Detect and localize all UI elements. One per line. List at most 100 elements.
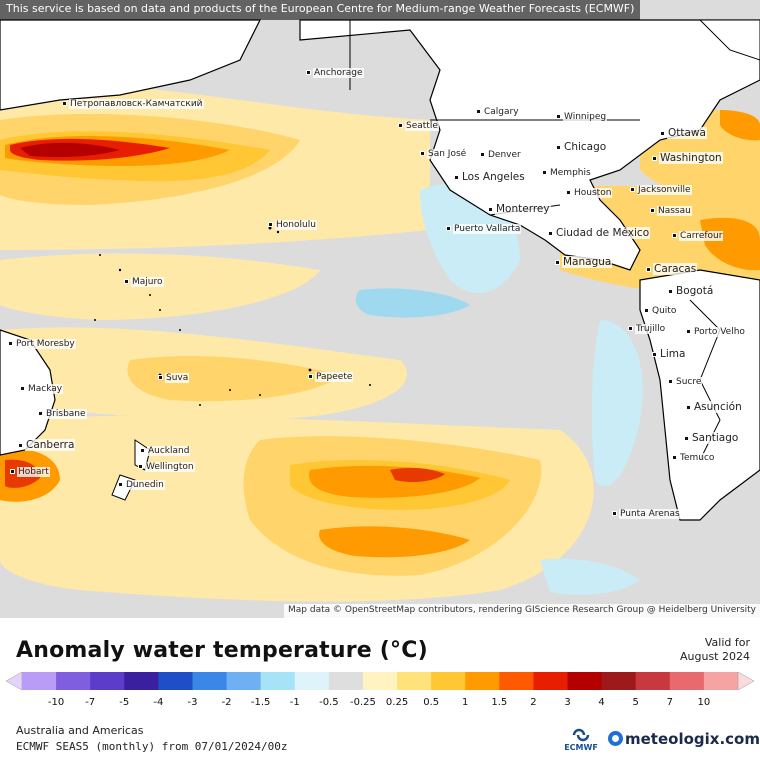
colorbar-tick-label: -0.5 (319, 697, 339, 708)
city-marker[interactable]: Auckland (140, 446, 191, 456)
city-dot-icon (684, 435, 689, 441)
colorbar-segment (431, 672, 466, 690)
city-marker[interactable]: Ottawa (660, 127, 707, 139)
city-name: Santiago (691, 432, 740, 444)
city-dot-icon (138, 464, 143, 469)
city-dot-icon (672, 233, 677, 238)
city-name: Caracas (653, 263, 698, 275)
city-name: Denver (487, 150, 522, 160)
city-marker[interactable]: San José (420, 149, 468, 159)
city-marker[interactable]: Wellington (138, 462, 195, 472)
city-marker[interactable]: Port Moresby (8, 339, 76, 349)
city-marker[interactable]: Calgary (476, 107, 520, 117)
colorbar-tick-label: -5 (119, 697, 130, 708)
city-marker[interactable]: Houston (566, 188, 613, 198)
city-dot-icon (140, 448, 145, 453)
city-dot-icon (630, 187, 635, 192)
brand-text: meteologix.com (625, 730, 760, 748)
city-dot-icon (158, 375, 163, 380)
city-name: Wellington (145, 462, 195, 472)
colorbar-tick-label: -1 (289, 697, 300, 708)
city-name: Ottawa (667, 127, 707, 139)
city-marker[interactable]: Caracas (646, 263, 698, 275)
city-marker[interactable]: Dunedin (118, 480, 165, 490)
city-marker[interactable]: Mackay (20, 384, 64, 394)
city-marker[interactable]: Quito (644, 306, 678, 316)
city-dot-icon (454, 174, 459, 180)
city-name: Trujillo (635, 324, 667, 334)
city-name: Anchorage (313, 68, 364, 78)
city-marker[interactable]: Brisbane (38, 409, 87, 419)
city-dot-icon (118, 482, 123, 487)
city-dot-icon (446, 226, 451, 231)
city-dot-icon (268, 222, 273, 227)
city-dot-icon (686, 329, 691, 334)
city-marker[interactable]: Papeete (308, 372, 354, 382)
city-marker[interactable]: Puerto Vallarta (446, 224, 522, 234)
city-marker[interactable]: Asunción (686, 401, 743, 413)
colorbar-segment (22, 672, 57, 690)
city-marker[interactable]: Anchorage (306, 68, 364, 78)
meteologix-brand[interactable]: meteologix.com (608, 730, 760, 748)
city-dot-icon (612, 511, 617, 516)
city-marker[interactable]: Петропавловск-Камчатский (62, 99, 204, 109)
city-marker[interactable]: Carrefour (672, 231, 724, 241)
city-marker[interactable]: Seattle (398, 121, 439, 131)
city-marker[interactable]: Sucre (668, 377, 703, 387)
colorbar-tick-label: -10 (47, 697, 65, 708)
city-marker[interactable]: Chicago (556, 141, 608, 153)
city-marker[interactable]: Lima (652, 348, 687, 360)
city-marker[interactable]: Ciudad de México (548, 227, 651, 239)
city-marker[interactable]: Denver (480, 150, 522, 160)
city-dot-icon (488, 206, 493, 212)
city-marker[interactable]: Majuro (124, 277, 164, 287)
city-dot-icon (628, 326, 633, 331)
map-attribution[interactable]: Map data © OpenStreetMap contributors, r… (284, 604, 760, 618)
city-marker[interactable]: Monterrey (488, 203, 551, 215)
city-marker[interactable]: Managua (555, 256, 613, 268)
colorbar-segment (260, 672, 296, 690)
city-marker[interactable]: Punta Arenas (612, 509, 681, 519)
colorbar-tick-label: 5 (632, 697, 639, 708)
colorbar-segment (56, 672, 91, 690)
city-name: Brisbane (45, 409, 87, 419)
city-marker[interactable]: Santiago (684, 432, 740, 444)
city-dot-icon (556, 144, 561, 150)
city-dot-icon (398, 123, 403, 128)
city-marker[interactable]: Jacksonville (630, 185, 692, 195)
valid-date: August 2024 (680, 650, 750, 663)
colorbar-tick-label: -2 (221, 697, 232, 708)
city-marker[interactable]: Canberra (18, 439, 76, 451)
city-dot-icon (38, 411, 43, 416)
city-marker[interactable]: Memphis (542, 168, 592, 178)
city-marker[interactable]: Hobart (10, 467, 50, 477)
city-marker[interactable]: Trujillo (628, 324, 667, 334)
city-marker[interactable]: Porto Velho (686, 327, 746, 337)
city-dot-icon (644, 308, 649, 313)
city-dot-icon (672, 455, 677, 460)
colorbar-tick-label: 1.5 (491, 697, 508, 708)
colorbar-segment (669, 672, 705, 690)
city-marker[interactable]: Washington (652, 152, 723, 164)
colorbar-segment (499, 672, 534, 690)
city-name: Mackay (27, 384, 64, 394)
city-dot-icon (686, 404, 691, 410)
forecast-map[interactable]: This service is based on data and produc… (0, 0, 760, 618)
city-marker[interactable]: Los Angeles (454, 171, 526, 183)
city-name: Washington (659, 152, 723, 164)
colorbar-tick-label: 3 (564, 697, 571, 708)
city-marker[interactable]: Winnipeg (556, 112, 608, 122)
city-name: Jacksonville (637, 185, 692, 195)
colorbar-tick-label: -4 (153, 697, 164, 708)
city-name: Honolulu (275, 220, 317, 230)
city-marker[interactable]: Suva (158, 373, 190, 383)
city-marker[interactable]: Bogotá (668, 285, 715, 297)
city-name: Houston (573, 188, 613, 198)
city-marker[interactable]: Honolulu (268, 220, 317, 230)
ecmwf-logo: ECMWF (560, 728, 602, 756)
colorbar-segment (601, 672, 637, 690)
city-marker[interactable]: Temuco (672, 453, 716, 463)
city-dot-icon (660, 130, 665, 136)
city-marker[interactable]: Nassau (650, 206, 692, 216)
city-name: Nassau (657, 206, 692, 216)
